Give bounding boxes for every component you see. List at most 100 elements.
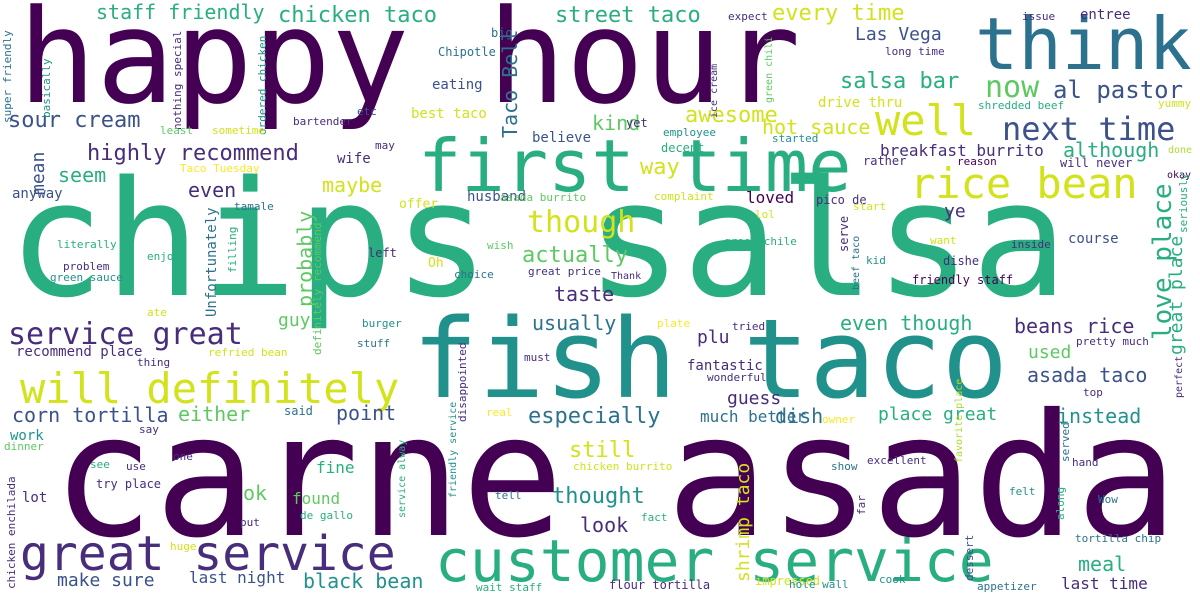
word-yet: yet xyxy=(626,116,648,130)
word-place-great: place great xyxy=(878,404,998,425)
word-put: put xyxy=(240,516,260,529)
word-taco-bell: Taco Bell xyxy=(498,29,522,138)
word-filling: filling xyxy=(226,226,239,273)
word-carne-asada: carne asada xyxy=(52,378,1178,576)
word-complaint: complaint xyxy=(654,190,714,203)
word-believe: believe xyxy=(532,130,592,146)
word-will-definitely: will definitely xyxy=(20,364,400,413)
word-nothing-special: nothing special xyxy=(171,30,184,130)
word-work: work xyxy=(10,428,44,444)
word-green-sauce: green sauce xyxy=(50,271,123,284)
word-rather: rather xyxy=(863,154,907,168)
word-issue: issue xyxy=(1022,10,1056,23)
word-huge: huge xyxy=(170,540,197,553)
word-owner: owner xyxy=(822,413,856,426)
word-customer-service: customer service xyxy=(435,527,994,595)
word-wow: Wow xyxy=(1098,493,1118,506)
word-corn-tortilla: corn tortilla xyxy=(12,403,169,427)
word-maybe: maybe xyxy=(322,173,383,197)
word-either: either xyxy=(178,402,251,426)
word-fine: fine xyxy=(316,458,355,477)
word-last-night: last night xyxy=(189,568,286,587)
word-look: look xyxy=(580,513,629,537)
word-unfortunately: Unfortunately xyxy=(204,207,220,317)
word-used: used xyxy=(1028,342,1072,363)
word-next-time: next time xyxy=(1002,110,1176,148)
word-dish: dish xyxy=(775,404,824,428)
word-drive-thru: drive thru xyxy=(818,95,903,111)
word-fact: fact xyxy=(641,511,668,524)
word-chips-salsa: chips salsa xyxy=(8,146,1068,333)
word-though: though xyxy=(527,205,636,240)
word-especially: especially xyxy=(528,404,661,429)
word-excellent: excellent xyxy=(867,454,927,467)
word-loved: loved xyxy=(746,188,795,207)
word-start: start xyxy=(853,200,887,213)
word-far: far xyxy=(855,495,868,515)
word-wait-staff: wait staff xyxy=(476,581,543,594)
word-asada-burrito: asada burrito xyxy=(500,191,587,204)
word-highly-recommend: highly recommend xyxy=(87,141,299,166)
word-meal: meal xyxy=(1078,552,1127,576)
word-even: even xyxy=(188,178,237,202)
word-hole-wall: hole wall xyxy=(789,578,849,591)
word-try-place: try place xyxy=(96,477,162,491)
word-chicken-burrito: chicken burrito xyxy=(573,460,673,473)
word-last-time: last time xyxy=(1061,574,1148,593)
word-want: want xyxy=(930,234,957,247)
word-hand: hand xyxy=(1072,456,1099,469)
word-service-great: service great xyxy=(8,317,243,352)
word-kind: kind xyxy=(592,111,641,135)
word-fish-taco: fish taco xyxy=(412,295,1009,423)
word-found: found xyxy=(292,489,341,508)
word-course: course xyxy=(1068,231,1119,247)
word-burger: burger xyxy=(362,317,402,330)
word-breakfast-burrito: breakfast burrito xyxy=(880,141,1044,160)
word-salsa-bar: salsa bar xyxy=(840,69,960,94)
word-entree: entree xyxy=(1080,7,1131,23)
word-chicken-taco: chicken taco xyxy=(278,3,437,28)
word-lol: lol xyxy=(755,208,775,221)
word-may: may xyxy=(375,139,395,152)
word-left: left xyxy=(368,246,397,260)
word-thing: thing xyxy=(137,356,171,369)
word-make-sure: make sure xyxy=(57,570,155,591)
word-best-taco: best taco xyxy=(411,106,487,122)
word-expect: expect xyxy=(728,10,768,23)
word-least: least xyxy=(160,124,194,137)
word-friendly-staff: friendly staff xyxy=(912,273,1014,287)
word-great-price: great price xyxy=(528,265,601,278)
word-friendly-service: friendly service xyxy=(448,401,459,498)
word-awesome: awesome xyxy=(685,103,778,128)
word-sour-cream: sour cream xyxy=(8,108,141,133)
word-street-taco: street taco xyxy=(555,3,701,28)
word-bartender: bartender xyxy=(293,115,353,128)
word-cook: cook xyxy=(879,573,906,586)
word-black-bean: black bean xyxy=(303,569,424,593)
word-dinner: dinner xyxy=(4,440,44,453)
word-asada-taco: asada taco xyxy=(1027,363,1148,387)
word-super-friendly: super friendly xyxy=(1,30,14,123)
word-taco-tuesday: Taco Tuesday xyxy=(180,162,260,175)
word-eating: eating xyxy=(432,77,483,93)
word-staff-friendly: staff friendly xyxy=(96,0,265,24)
word-guess: guess xyxy=(727,388,782,409)
word-one: one xyxy=(173,450,193,463)
word-refried-bean: refried bean xyxy=(208,346,288,359)
word-flour-tortilla: flour tortilla xyxy=(609,578,711,592)
word-plu: plu xyxy=(697,327,730,348)
word-thought: thought xyxy=(552,484,645,509)
word-appetizer: appetizer xyxy=(977,580,1037,593)
word-employee: employee xyxy=(663,126,716,139)
word-ye: ye xyxy=(944,201,966,222)
word-decent: decent xyxy=(661,141,705,155)
word-chicken-enchilada: chicken enchilada xyxy=(5,476,18,589)
word-say: say xyxy=(139,423,159,436)
word-even-though: even though xyxy=(840,311,973,335)
word-served: served xyxy=(1059,422,1072,462)
word-seriously: seriously xyxy=(1177,173,1190,233)
word-definitely-recommend: definitely recommend xyxy=(311,222,324,355)
word-seem: seem xyxy=(58,163,107,187)
word-literally: literally xyxy=(57,238,117,251)
